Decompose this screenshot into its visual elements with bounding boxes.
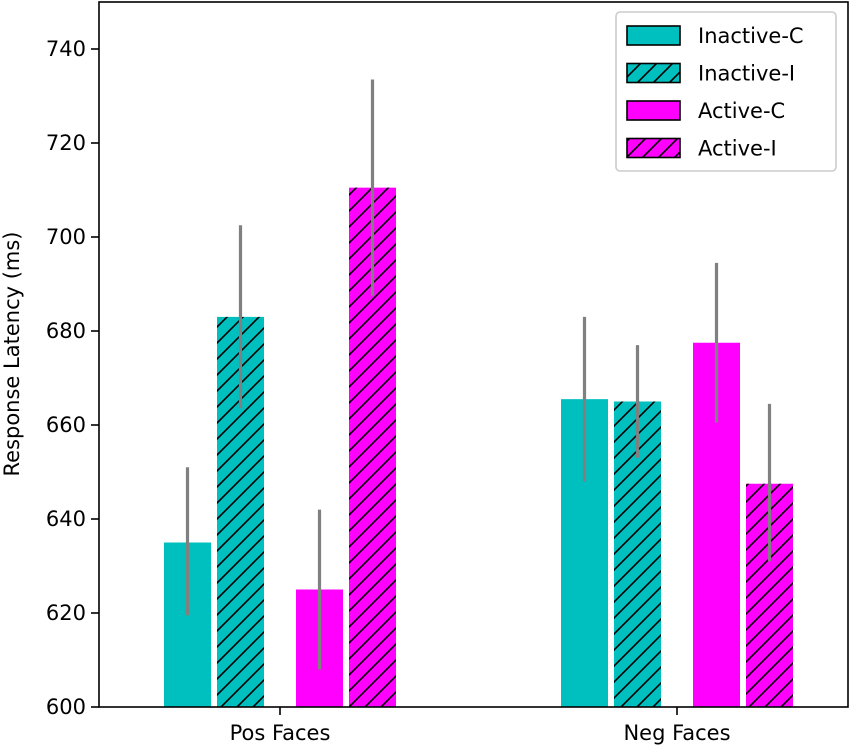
y-tick-label-720: 720 [46, 131, 86, 155]
error-bars-layer [185, 79, 772, 670]
legend-label-active-c: Active-C [698, 99, 785, 123]
y-tick-label-680: 680 [46, 319, 86, 343]
x-tick-label-neg-faces: Neg Faces [623, 721, 730, 745]
y-tick-label-600: 600 [46, 695, 86, 719]
x-tick-label-pos-faces: Pos Faces [230, 721, 331, 745]
y-tick-label-660: 660 [46, 413, 86, 437]
legend-swatch-inactive-i-hatch [627, 63, 680, 83]
legend-label-active-i: Active-I [698, 137, 777, 161]
y-tick-label-700: 700 [46, 225, 86, 249]
plot-frame [98, 1, 849, 708]
legend-swatch-inactive-c [626, 25, 681, 46]
legend-label-inactive-c: Inactive-C [698, 24, 804, 48]
y-axis-label: Response Latency (ms) [0, 232, 24, 477]
y-tick-label-640: 640 [46, 507, 86, 531]
legend-label-inactive-i: Inactive-I [698, 62, 795, 86]
bars-layer [164, 187, 793, 707]
legend-swatch-active-c [626, 100, 681, 121]
y-tick-label-740: 740 [46, 37, 86, 61]
y-tick-label-620: 620 [46, 601, 86, 625]
legend: Inactive-C Inactive-I Active-C Active-I [615, 11, 837, 172]
x-axis: Pos Faces Neg Faces [230, 707, 731, 745]
legend-box [615, 11, 837, 172]
y-axis: 600 620 640 660 680 700 720 740 [46, 37, 99, 719]
legend-swatch-active-i-hatch [627, 138, 680, 158]
